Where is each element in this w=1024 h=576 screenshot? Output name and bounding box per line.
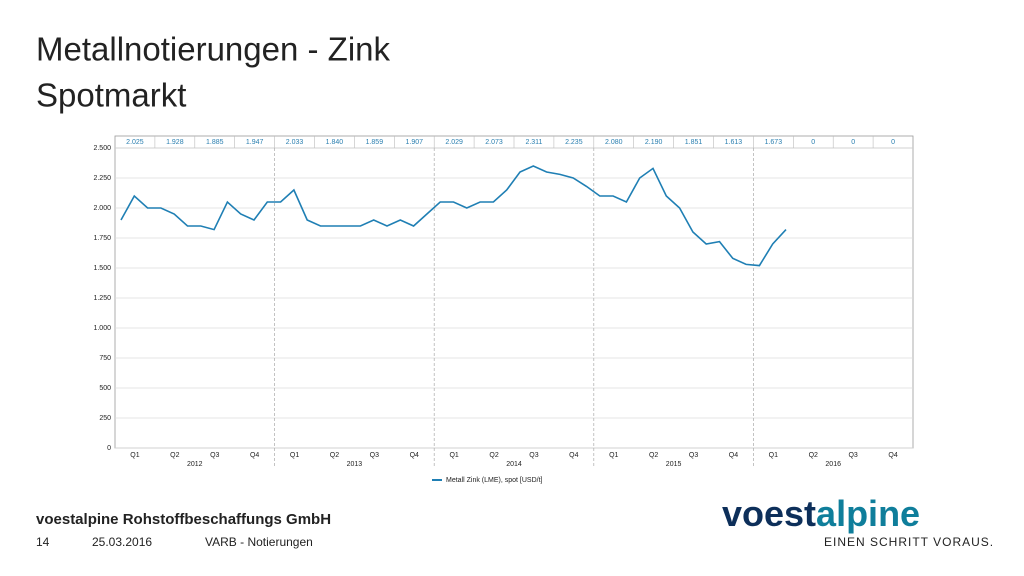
- x-tick-label: Q2: [489, 452, 498, 459]
- year-label: 2013: [347, 461, 363, 468]
- slide-title: Metallnotierungen - Zink: [36, 31, 391, 68]
- x-tick-label: Q2: [649, 452, 658, 459]
- x-tick-label: Q4: [410, 452, 419, 459]
- y-tick-label: 2.250: [93, 175, 111, 182]
- quarter-average: 2.073: [485, 139, 503, 146]
- quarter-average: 2.029: [445, 139, 463, 146]
- year-label: 2016: [825, 461, 841, 468]
- quarter-average: 1.907: [405, 139, 423, 146]
- date: 25.03.2016: [92, 535, 152, 549]
- quarter-average: 1.851: [685, 139, 703, 146]
- quarter-average: 0: [891, 139, 895, 146]
- y-tick-label: 1.750: [93, 235, 111, 242]
- y-tick-label: 2.000: [93, 205, 111, 212]
- section: VARB - Notierungen: [205, 535, 313, 549]
- year-label: 2014: [506, 461, 522, 468]
- quarter-average: 2.190: [645, 139, 663, 146]
- x-tick-label: Q1: [609, 452, 618, 459]
- year-label: 2015: [666, 461, 682, 468]
- quarter-average: 0: [811, 139, 815, 146]
- x-tick-label: Q2: [809, 452, 818, 459]
- quarter-average: 2.080: [605, 139, 623, 146]
- quarter-average: 1.673: [765, 139, 783, 146]
- plot-frame: [114, 135, 914, 449]
- x-tick-label: Q1: [130, 452, 139, 459]
- x-tick-label: Q3: [370, 452, 379, 459]
- company: voestalpine Rohstoffbeschaffungs GmbH: [36, 511, 331, 528]
- y-tick-label: 750: [99, 355, 111, 362]
- quarter-average: 2.025: [126, 139, 144, 146]
- x-tick-label: Q1: [449, 452, 458, 459]
- year-label: 2012: [187, 461, 203, 468]
- data-line: [120, 165, 787, 267]
- x-tick-label: Q2: [330, 452, 339, 459]
- quarter-average: 1.885: [206, 139, 224, 146]
- y-tick-label: 0: [107, 445, 111, 452]
- y-tick-label: 2.500: [93, 145, 111, 152]
- quarter-average: 1.840: [326, 139, 344, 146]
- x-tick-label: Q3: [210, 452, 219, 459]
- page-number: 14: [36, 535, 50, 549]
- x-tick-label: Q4: [569, 452, 578, 459]
- x-tick-label: Q3: [848, 452, 857, 459]
- legend-label: Metall Zink (LME), spot [USD/t]: [446, 477, 543, 484]
- quarter-average: 2.235: [565, 139, 583, 146]
- x-tick-label: Q3: [689, 452, 698, 459]
- slide-subtitle: Spotmarkt: [36, 77, 186, 114]
- logo-part: voest: [722, 493, 816, 534]
- x-tick-label: Q4: [250, 452, 259, 459]
- quarter-average: 2.033: [286, 139, 304, 146]
- logo-part: alpine: [816, 493, 920, 534]
- y-tick-label: 1.500: [93, 265, 111, 272]
- y-tick-label: 1.250: [93, 295, 111, 302]
- quarter-average: 1.613: [725, 139, 743, 146]
- quarter-average: 1.947: [246, 139, 264, 146]
- x-tick-label: Q4: [888, 452, 897, 459]
- logo: voestalpine: [722, 493, 920, 534]
- y-tick-label: 1.000: [93, 325, 111, 332]
- slogan: EINEN SCHRITT VORAUS.: [824, 535, 994, 549]
- quarter-average: 1.928: [166, 139, 184, 146]
- x-tick-label: Q2: [170, 452, 179, 459]
- y-tick-label: 500: [99, 385, 111, 392]
- y-tick-label: 250: [99, 415, 111, 422]
- x-tick-label: Q1: [769, 452, 778, 459]
- x-tick-label: Q1: [290, 452, 299, 459]
- x-tick-label: Q4: [729, 452, 738, 459]
- quarter-average: 0: [851, 139, 855, 146]
- quarter-average: 1.859: [366, 139, 384, 146]
- quarter-average: 2.311: [525, 139, 542, 146]
- x-tick-label: Q3: [529, 452, 538, 459]
